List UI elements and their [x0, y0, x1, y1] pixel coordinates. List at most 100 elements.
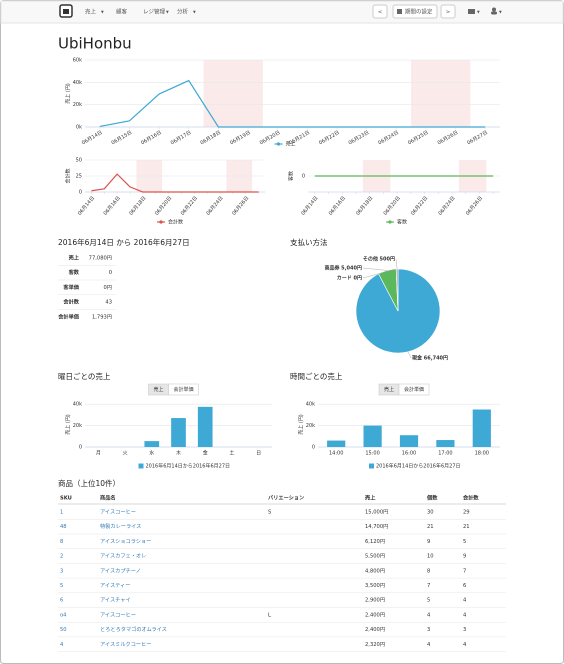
- x-tick-label: 16:00: [402, 451, 416, 457]
- table-cell: 10: [427, 554, 434, 560]
- product-link[interactable]: アイスコーヒー: [100, 611, 136, 618]
- table-cell: 4: [427, 642, 431, 648]
- legend-marker: [159, 220, 163, 224]
- legend-label: 売上: [286, 141, 296, 148]
- mail-icon[interactable]: [468, 9, 475, 14]
- summary-label: 会計数: [63, 298, 79, 306]
- summary-label: 客数: [68, 268, 80, 276]
- table-cell: L: [268, 612, 271, 618]
- y-axis-label: 売上 (円): [65, 414, 72, 435]
- pie-label: その他 500円: [363, 256, 395, 263]
- product-link[interactable]: 5: [60, 583, 63, 589]
- product-link[interactable]: アイスミルクコーヒー: [100, 641, 151, 648]
- caret: ▾: [499, 10, 502, 16]
- toggle-label: 会計単価: [173, 386, 193, 393]
- navbar: 売上 ▾ 顧客 レジ管理 ▾ 分析 ▾ < 期間の設定 > ▾ ▾: [0, 0, 564, 24]
- product-link[interactable]: アイスカフェ・オレ: [100, 553, 146, 560]
- legend-label: 2016年6月14日から2016年6月27日: [376, 463, 461, 470]
- menu-analysis[interactable]: 分析: [177, 8, 189, 16]
- product-link[interactable]: アイスティー: [100, 582, 130, 589]
- legend-label: 会計数: [168, 219, 183, 226]
- table-cell: 21: [427, 524, 434, 530]
- toggle-label: 売上: [153, 386, 163, 393]
- product-link[interactable]: アイスカプチーノ: [100, 567, 141, 574]
- period-button[interactable]: [392, 4, 438, 19]
- product-link[interactable]: 48: [60, 524, 67, 530]
- x-tick-label: 月: [96, 451, 101, 457]
- table-cell: 2,400円: [365, 611, 385, 618]
- summary-label: 客単価: [62, 283, 79, 291]
- line-series: [99, 79, 486, 128]
- summary-title: 2016年6月14日 から 2016年6月27日: [58, 237, 190, 247]
- product-link[interactable]: 2: [60, 554, 63, 560]
- bar: [472, 409, 491, 447]
- product-link[interactable]: アイスコーヒー: [100, 509, 136, 516]
- legend-marker: [276, 142, 281, 146]
- bar: [144, 441, 160, 447]
- calendar-icon: [397, 9, 402, 14]
- y-tick-label: 0: [312, 445, 315, 451]
- legend-label: 2016年6月14日から2016年6月27日: [146, 463, 231, 470]
- column-header: SKU: [60, 496, 72, 502]
- product-link[interactable]: とろとろタマゴのオムライス: [100, 625, 167, 633]
- toggle-label: 会計単価: [404, 386, 424, 393]
- bar: [197, 406, 213, 447]
- toggle-button[interactable]: [398, 383, 430, 396]
- line-series: [91, 173, 259, 193]
- summary-value: 43: [105, 300, 112, 306]
- next-button[interactable]: [440, 4, 456, 19]
- menu-sales[interactable]: 売上: [85, 8, 97, 16]
- bar: [436, 440, 455, 447]
- table-cell: 4: [427, 612, 431, 618]
- menu-register[interactable]: レジ管理: [143, 8, 166, 16]
- summary-label: 会計単価: [58, 312, 80, 320]
- x-tick-label: 15:00: [365, 451, 379, 457]
- product-link[interactable]: 1: [60, 510, 63, 516]
- x-tick-label: 金: [203, 450, 208, 457]
- x-tick-label: 日: [256, 451, 261, 457]
- table-cell: 15,000円: [365, 509, 388, 516]
- caret: ▾: [101, 10, 104, 16]
- x-tick-label: 木: [176, 450, 181, 457]
- product-link[interactable]: アイスチャイ: [100, 597, 131, 604]
- table-cell: 8: [427, 568, 430, 574]
- menu-customer[interactable]: 顧客: [116, 8, 128, 16]
- y-axis-label: 客数: [288, 171, 295, 181]
- page-title: UbiHonbu: [58, 35, 132, 53]
- table-cell: 6,120円: [365, 538, 385, 545]
- table-cell: 5: [463, 539, 466, 545]
- table-cell: S: [268, 510, 271, 516]
- product-link[interactable]: 8: [60, 539, 63, 545]
- user-icon[interactable]: [492, 7, 496, 12]
- y-tick-label: 60k: [73, 58, 82, 64]
- summary-value: 77,080円: [89, 255, 112, 262]
- product-link[interactable]: 4: [60, 642, 64, 648]
- table-cell: 2,320円: [365, 641, 385, 648]
- legend-marker: [388, 220, 392, 224]
- caret: ▾: [166, 10, 169, 16]
- product-link[interactable]: 特製カレーライス: [100, 522, 141, 530]
- table-cell: 21: [463, 524, 470, 530]
- product-link[interactable]: アイスショコラショー: [100, 538, 151, 545]
- prev-button[interactable]: [372, 4, 388, 19]
- table-cell: 3,500円: [365, 582, 385, 589]
- table-cell: 7: [463, 568, 466, 574]
- product-link[interactable]: 3: [60, 568, 63, 574]
- toggle-button[interactable]: [168, 383, 199, 396]
- column-header: 商品名: [100, 494, 116, 502]
- y-tick-label: 40k: [306, 402, 315, 408]
- logo-mark: [63, 9, 69, 14]
- pie-slice: [395, 268, 399, 312]
- table-cell: 2,400円: [365, 626, 385, 633]
- pie-label: 現金 66,740円: [412, 355, 448, 362]
- product-link[interactable]: o4: [60, 612, 67, 618]
- x-tick-label: 18:00: [475, 451, 489, 457]
- x-tick-label: 土: [229, 450, 234, 457]
- product-link[interactable]: 6: [60, 598, 63, 604]
- table-cell: 14,700円: [365, 523, 388, 530]
- product-link[interactable]: 50: [60, 627, 67, 633]
- caret: ▾: [477, 10, 480, 16]
- table-cell: 5,500円: [365, 553, 385, 560]
- table-cell: 7: [427, 583, 430, 589]
- pie-label: カード 0円: [337, 275, 362, 282]
